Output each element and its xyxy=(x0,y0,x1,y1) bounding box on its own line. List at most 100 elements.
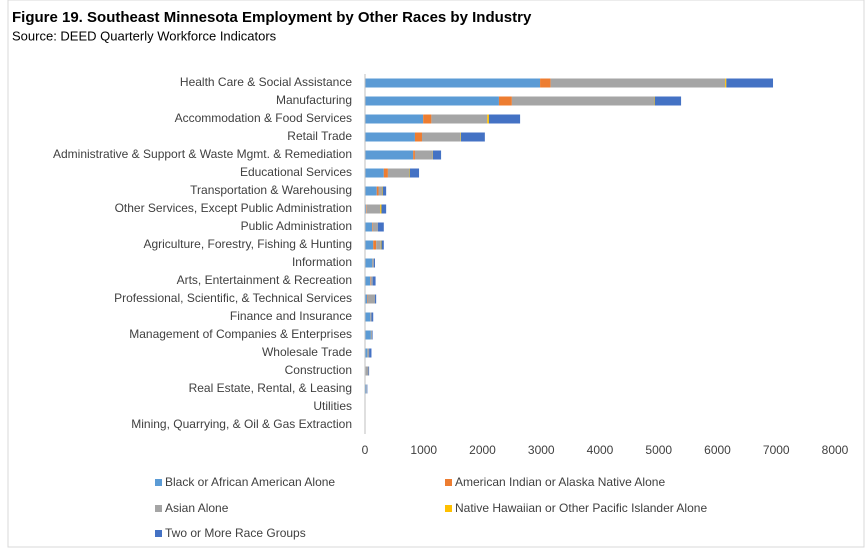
legend-swatch xyxy=(445,479,452,486)
legend-label: Two or More Race Groups xyxy=(165,526,306,540)
legend-label: Black or African American Alone xyxy=(165,475,335,489)
bar-segment xyxy=(383,168,388,178)
bar-segment xyxy=(380,240,382,250)
bar-segment xyxy=(382,186,387,196)
bar-segment xyxy=(498,96,512,106)
chart-subtitle: Source: DEED Quarterly Workforce Indicat… xyxy=(12,28,277,43)
bar-segment xyxy=(365,114,424,124)
y-tick-label: Management of Companies & Enterprises xyxy=(129,327,352,341)
y-tick-label: Manufacturing xyxy=(276,93,352,107)
bar-segment xyxy=(372,330,373,340)
bar-segment xyxy=(373,240,377,250)
bar-segment xyxy=(725,78,727,88)
legend-label: Native Hawaiian or Other Pacific Islande… xyxy=(455,501,707,515)
bar-segment xyxy=(373,258,375,268)
y-tick-label: Information xyxy=(292,255,352,269)
y-tick-label: Other Services, Except Public Administra… xyxy=(115,201,352,215)
bar-segment xyxy=(366,384,368,394)
bar-segment xyxy=(370,276,371,286)
bar-segment xyxy=(540,78,551,88)
bar-segment xyxy=(414,150,433,160)
x-tick-label: 7000 xyxy=(763,443,790,457)
bar-segment xyxy=(380,204,382,214)
bar-segment xyxy=(378,186,383,196)
bar-segment xyxy=(372,222,373,232)
y-tick-label: Transportation & Warehousing xyxy=(190,183,352,197)
y-tick-label: Finance and Insurance xyxy=(230,309,352,323)
x-tick-label: 0 xyxy=(362,443,369,457)
chart-border xyxy=(7,0,865,548)
bar-segment xyxy=(376,186,379,196)
legend-swatch xyxy=(155,479,162,486)
bar-segment xyxy=(365,348,368,358)
y-tick-label: Accommodation & Food Services xyxy=(175,111,352,125)
bar-segment xyxy=(376,240,381,250)
y-tick-label: Administrative & Support & Waste Mgmt. &… xyxy=(53,147,352,161)
legend-swatch xyxy=(155,505,162,512)
bar-segment xyxy=(460,132,461,142)
x-tick-label: 2000 xyxy=(469,443,496,457)
bar-segment xyxy=(414,132,422,142)
bar-segment xyxy=(432,150,442,160)
bar-segment xyxy=(367,348,370,358)
bar-segment xyxy=(488,114,521,124)
y-tick-label: Wholesale Trade xyxy=(262,345,352,359)
bar-segment xyxy=(365,78,541,88)
bar-segment xyxy=(372,276,376,286)
y-tick-label: Arts, Entertainment & Recreation xyxy=(177,273,352,287)
bar-segment xyxy=(367,294,375,304)
bar-segment xyxy=(377,222,384,232)
x-tick-label: 3000 xyxy=(528,443,555,457)
bar-segment xyxy=(368,366,370,376)
bar-segment xyxy=(365,204,367,214)
bar-segment xyxy=(409,168,410,178)
bar-segment xyxy=(372,222,378,232)
bar-segment xyxy=(370,312,372,322)
bar-segment xyxy=(367,294,368,304)
bar-segment xyxy=(511,96,655,106)
bar-segment xyxy=(371,312,374,322)
bar-segment xyxy=(409,168,420,178)
x-tick-label: 5000 xyxy=(645,443,672,457)
y-tick-label: Agriculture, Forestry, Fishing & Hunting xyxy=(143,237,352,251)
y-tick-label: Educational Services xyxy=(240,165,352,179)
bar-segment xyxy=(374,294,377,304)
y-tick-label: Mining, Quarrying, & Oil & Gas Extractio… xyxy=(131,417,352,431)
bar-segment xyxy=(365,258,373,268)
x-tick-label: 1000 xyxy=(410,443,437,457)
bar-segment xyxy=(365,96,499,106)
x-tick-label: 8000 xyxy=(822,443,849,457)
y-tick-label: Real Estate, Rental, & Leasing xyxy=(189,381,352,395)
bar-segment xyxy=(431,114,488,124)
bar-segment xyxy=(365,150,414,160)
x-tick-label: 4000 xyxy=(587,443,614,457)
x-tick-label: 6000 xyxy=(704,443,731,457)
bar-segment xyxy=(365,132,415,142)
bar-segment xyxy=(726,78,774,88)
bar-segment xyxy=(365,384,367,394)
bar-segment xyxy=(421,132,461,142)
bar-segment xyxy=(370,276,373,286)
bar-segment xyxy=(550,78,726,88)
bar-segment xyxy=(381,240,384,250)
bar-segment xyxy=(365,276,371,286)
y-tick-label: Utilities xyxy=(313,399,352,413)
bar-segment xyxy=(487,114,489,124)
bar-segment xyxy=(365,330,371,340)
bar-segment xyxy=(413,150,415,160)
bar-segment xyxy=(382,186,383,196)
legend-label: Asian Alone xyxy=(165,501,229,515)
bar-segment xyxy=(365,312,371,322)
bar-segment xyxy=(366,204,381,214)
bar-segment xyxy=(387,168,410,178)
bar-segment xyxy=(365,186,377,196)
y-tick-label: Construction xyxy=(285,363,352,377)
bar-segment xyxy=(365,294,368,304)
y-tick-label: Health Care & Social Assistance xyxy=(180,75,352,89)
bar-segment xyxy=(366,204,367,214)
chart-title: Figure 19. Southeast Minnesota Employmen… xyxy=(12,9,532,26)
bar-segment xyxy=(654,96,655,106)
bar-segment xyxy=(365,366,369,376)
bar-segment xyxy=(370,330,373,340)
